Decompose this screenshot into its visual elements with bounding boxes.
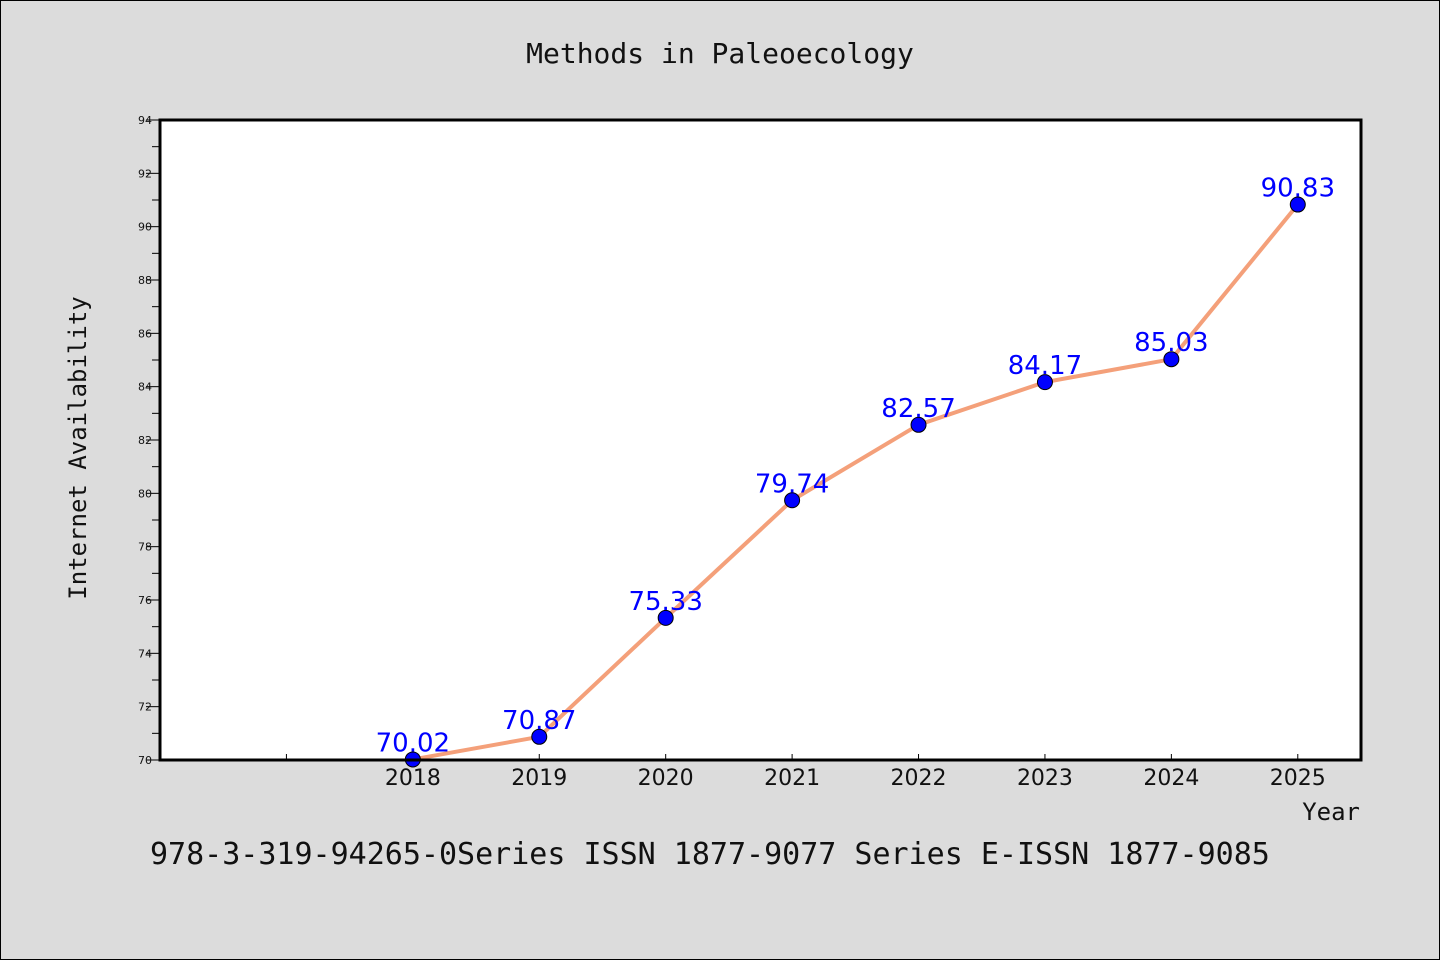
- y-tick-label: 84: [138, 381, 152, 394]
- y-tick-label: 92: [138, 167, 152, 180]
- data-label: 85.03: [1134, 328, 1208, 358]
- x-tick-label: 2018: [385, 766, 441, 791]
- y-axis-label: Internet Availability: [64, 296, 92, 599]
- chart-title: Methods in Paleoecology: [526, 37, 914, 70]
- y-tick-label: 82: [138, 434, 152, 447]
- data-point: [1036, 374, 1053, 391]
- data-point: [784, 492, 801, 509]
- data-label: 84.17: [1008, 351, 1082, 381]
- x-tick-label: 2024: [1143, 766, 1199, 791]
- x-tick-label: 2019: [511, 766, 567, 791]
- data-label: 90.83: [1261, 174, 1335, 204]
- x-tick-label: 2022: [891, 766, 947, 791]
- data-labels: 70.02 70.87 75.33 79.74 82.57 84.17 85.03 90.83: [376, 174, 1335, 759]
- y-tick-label: 80: [138, 487, 152, 500]
- data-point: [531, 728, 548, 745]
- y-tick-label: 94: [138, 114, 152, 127]
- y-axis-ticks: 70 72 74 76 78 80 82 84 86 88 90 92 94: [138, 114, 160, 767]
- y-tick-label: 76: [138, 594, 152, 607]
- x-tick-label: 2025: [1270, 766, 1326, 791]
- y-tick-label: 90: [138, 221, 152, 234]
- x-axis-label: Year: [1302, 798, 1360, 826]
- data-point: [1289, 196, 1306, 213]
- data-point: [1163, 351, 1180, 368]
- data-label: 75.33: [628, 587, 702, 617]
- x-tick-label: 2023: [1017, 766, 1073, 791]
- y-tick-label: 72: [138, 701, 152, 714]
- data-label: 82.57: [881, 394, 955, 424]
- y-tick-label: 86: [138, 327, 152, 340]
- data-label: 70.87: [502, 706, 576, 736]
- plot-border: [158, 118, 1363, 762]
- series-line: [412, 203, 1300, 762]
- data-point: [657, 609, 674, 626]
- x-axis-ticks: 2018 2019 2020 2021 2022 2023 2024 2025: [159, 754, 1326, 791]
- data-label: 79.74: [755, 469, 829, 499]
- x-tick-label: 2021: [764, 766, 820, 791]
- y-tick-label: 88: [138, 274, 152, 287]
- x-tick-label: 2020: [638, 766, 694, 791]
- y-tick-label: 70: [138, 754, 152, 767]
- y-tick-label: 74: [138, 647, 152, 660]
- data-markers: [404, 196, 1306, 768]
- footer-text: 978-3-319-94265-0Series ISSN 1877-9077 S…: [150, 837, 1270, 872]
- plot-area: [160, 120, 1361, 760]
- data-label: 70.02: [376, 728, 450, 758]
- y-tick-label: 78: [138, 541, 152, 554]
- data-point: [910, 416, 927, 433]
